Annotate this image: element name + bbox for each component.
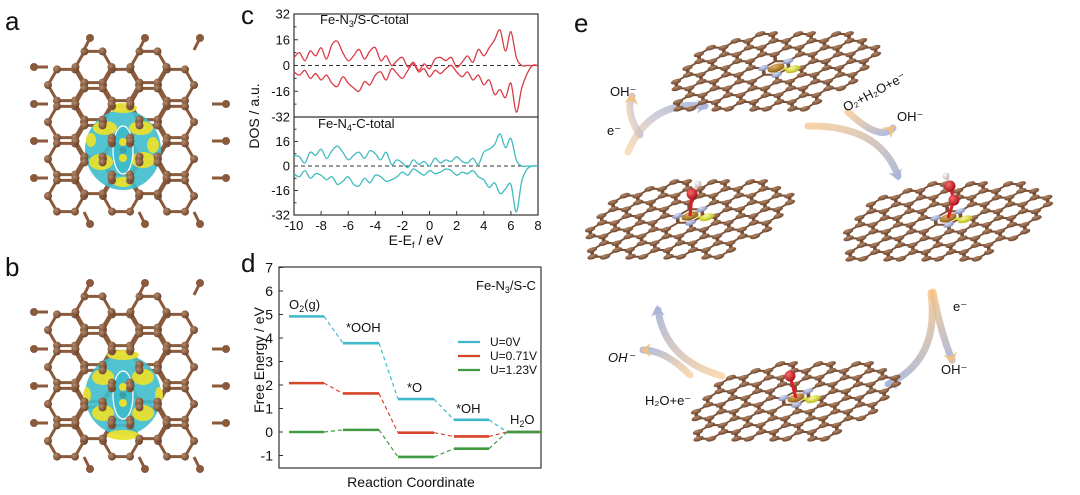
dos-ytick: 32 xyxy=(276,7,290,22)
adsorbate xyxy=(686,180,702,217)
label-e-right: e⁻ xyxy=(953,299,967,314)
nitrogen-atom xyxy=(757,65,769,71)
molecule-right xyxy=(842,181,1054,262)
arrow-cycle-bottom-right xyxy=(884,289,936,388)
nitrogen-atom xyxy=(954,208,966,215)
fe-title: Fe-N3/S-C xyxy=(476,278,536,295)
dos-xtick: -6 xyxy=(342,218,354,233)
fe-ylabel: Free Energy / eV xyxy=(251,306,267,412)
fe-ytick: 6 xyxy=(265,283,273,299)
dos-curve-spin-up xyxy=(293,133,538,169)
dos-xtick: -10 xyxy=(285,218,304,233)
panel-letter-e: e xyxy=(574,8,589,38)
sulfur-atom xyxy=(957,215,973,224)
nitrogen-atom xyxy=(791,401,802,408)
dos-xtick: -2 xyxy=(397,218,409,233)
fe-ytick: 2 xyxy=(265,377,273,393)
fe-ytick: 5 xyxy=(265,307,273,323)
legend-label: U=1.23V xyxy=(490,363,537,377)
label-o2g: O2(g) xyxy=(289,297,320,314)
sulfur-atom xyxy=(699,213,715,222)
arrow-oh-release-bottom-right xyxy=(929,288,956,364)
arrow-cycle-top-right xyxy=(804,122,902,180)
lattice-b xyxy=(30,279,230,473)
dos-bottom-label: Fe-N4-C-total xyxy=(318,116,395,133)
nitrogen-atom xyxy=(685,219,696,226)
molecule-left xyxy=(584,179,796,260)
dos-ylabel: DOS / a.u. xyxy=(246,83,262,148)
fe-ytick: 1 xyxy=(265,401,273,417)
label-oh-bottom-right: OH⁻ xyxy=(941,362,967,377)
fe-series-U=1.23V xyxy=(289,428,541,459)
dos-ytick: 0 xyxy=(283,159,290,174)
label-oh: *OH xyxy=(456,401,481,416)
fe-frame xyxy=(278,266,542,469)
dos-xtick: 0 xyxy=(426,218,433,233)
dos-xlabel: E-Ef / eV xyxy=(389,232,444,250)
dos-ytick: 16 xyxy=(276,32,290,47)
arrow-cycle-top-left xyxy=(624,101,709,156)
dos-xtick: -8 xyxy=(315,218,327,233)
label-h2o-e: H₂O+e⁻ xyxy=(645,393,691,408)
sulfur-atom xyxy=(805,395,821,404)
fe-ytick: 4 xyxy=(265,330,273,346)
nitrogen-atom xyxy=(782,58,794,65)
dos-xtick: 2 xyxy=(453,218,460,233)
charge-density-panels xyxy=(30,34,230,473)
adsorbate xyxy=(784,370,798,399)
fe-ytick: 7 xyxy=(265,260,273,276)
dos-ytick: -16 xyxy=(271,183,290,198)
label-o: *O xyxy=(407,380,422,395)
nitrogen-atom xyxy=(777,395,789,401)
molecule-top xyxy=(670,31,882,112)
dos-xtick: 8 xyxy=(534,218,541,233)
dos-curve-spin-down xyxy=(293,165,539,213)
panel-letter-a: a xyxy=(5,6,20,36)
nitrogen-atom xyxy=(771,71,782,78)
dos-ytick: -16 xyxy=(271,84,290,99)
fe-ytick: 3 xyxy=(265,354,273,370)
label-oh-top-left: OH⁻ xyxy=(610,84,636,99)
nitrogen-atom xyxy=(671,213,683,219)
arrow-cycle-bottom-left xyxy=(654,306,726,380)
dos-ytick: 16 xyxy=(276,134,290,149)
fe-ytick: 0 xyxy=(265,424,273,440)
sulfur-atom xyxy=(785,65,801,74)
panel-letter-b: b xyxy=(5,252,20,282)
nitrogen-atom xyxy=(943,221,954,228)
label-e-left: e⁻ xyxy=(607,123,621,138)
nitrogen-atom xyxy=(696,206,708,213)
iron-atom xyxy=(767,63,785,73)
label-h2o: H2O xyxy=(510,412,535,429)
panel-letter-c: c xyxy=(241,0,254,30)
lattice-a xyxy=(30,34,230,228)
dos-xtick: -4 xyxy=(370,218,382,233)
dos-frame xyxy=(293,13,539,216)
legend-label: U=0.71V xyxy=(490,349,537,363)
dos-curve-spin-down xyxy=(293,63,539,113)
legend-label: U=0V xyxy=(490,335,520,349)
dos-ytick: -32 xyxy=(271,208,290,223)
label-oh-bottom-left: OH⁻ xyxy=(608,350,636,365)
dos-top-label: Fe-N3/S-C-total xyxy=(320,12,409,29)
label-oh-top-right: OH⁻ xyxy=(897,109,923,124)
dos-ytick: 0 xyxy=(283,58,290,73)
fe-ytick: -1 xyxy=(261,448,274,464)
adsorbate xyxy=(942,172,960,219)
nitrogen-atom xyxy=(929,215,941,221)
dos-ytick: -32 xyxy=(271,110,290,125)
dos-xtick: 6 xyxy=(507,218,514,233)
fe-xlabel: Reaction Coordinate xyxy=(347,474,475,490)
nitrogen-atom xyxy=(802,388,814,395)
panel-letter-d: d xyxy=(241,248,256,278)
label-ooh: *OOH xyxy=(346,320,381,335)
dos-xtick: 4 xyxy=(480,218,487,233)
